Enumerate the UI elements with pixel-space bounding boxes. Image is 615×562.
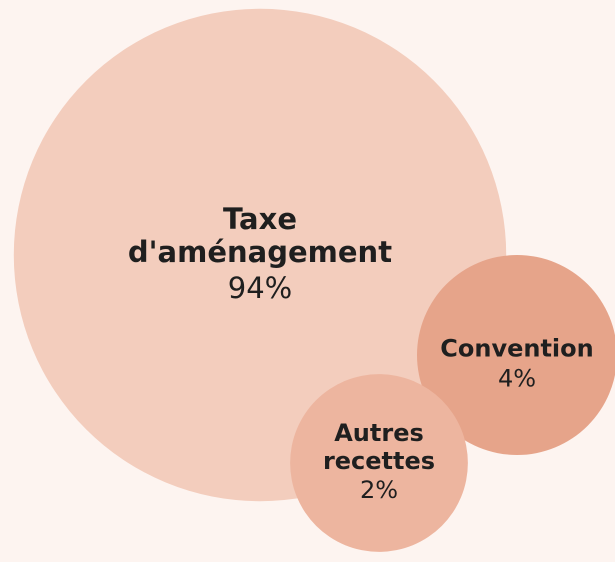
bubble: [290, 374, 468, 552]
bubble-label: Autres recettes 2%: [309, 418, 449, 506]
value-label: 2%: [359, 476, 399, 504]
bubble-label: Taxe d'aménagement 94%: [110, 201, 410, 307]
value-label: 94%: [227, 270, 293, 305]
category-label: Autres recettes: [322, 418, 436, 475]
category-label: Taxe d'aménagement: [127, 201, 393, 270]
category-label: Convention: [440, 334, 594, 363]
bubble-label: Convention 4%: [417, 334, 615, 395]
bubble: [417, 255, 615, 455]
value-label: 4%: [497, 364, 537, 393]
